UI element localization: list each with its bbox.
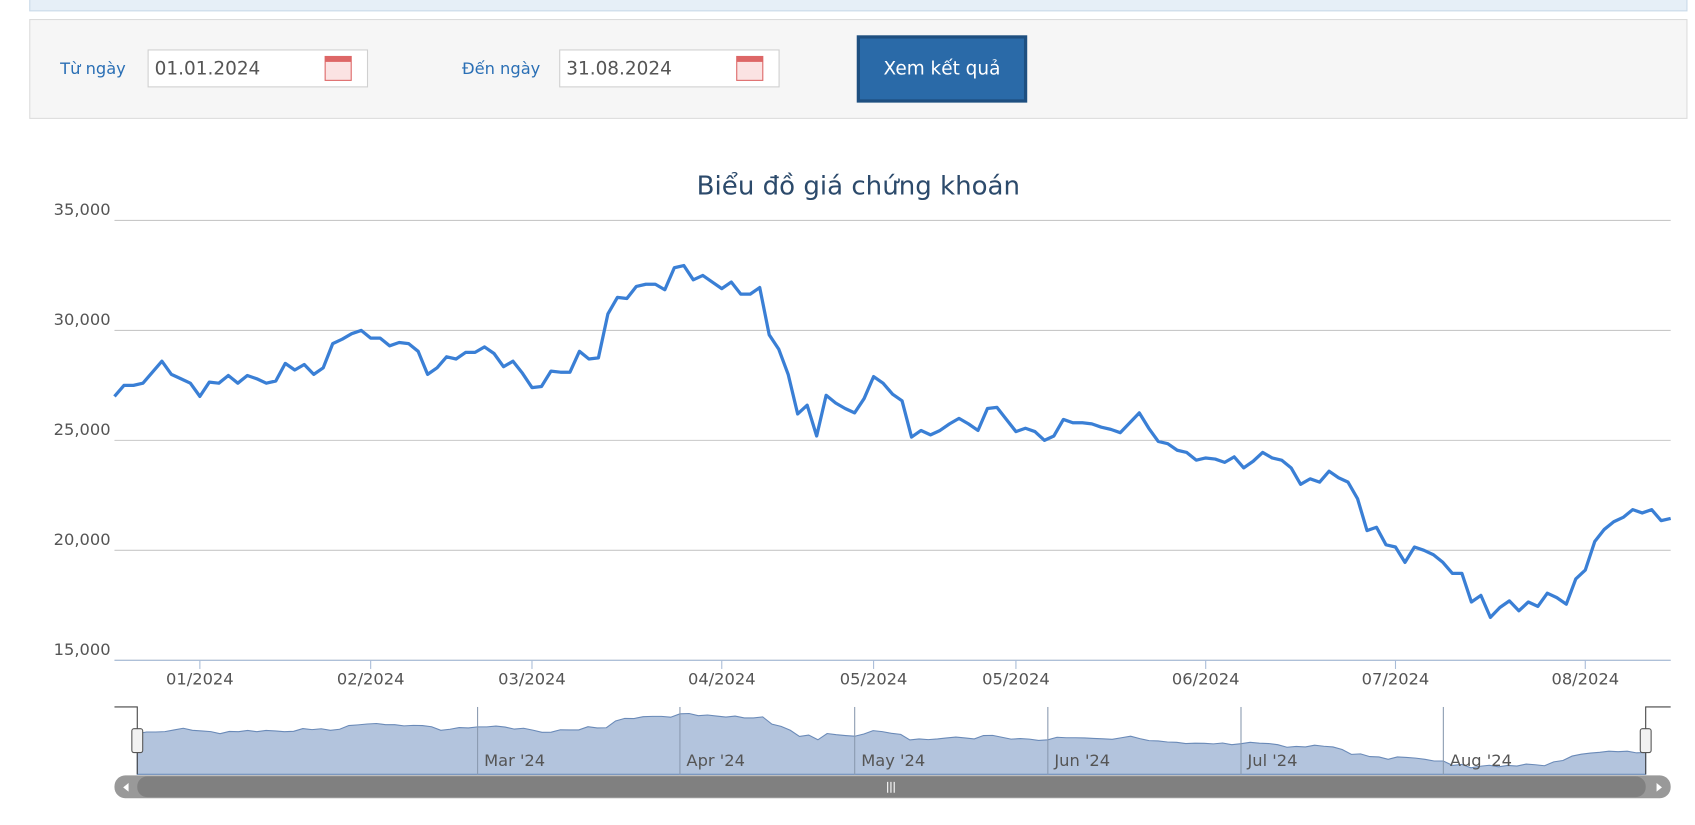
x-tick-label: 07/2024 [1362, 669, 1430, 688]
navigator-tick-label: Aug '24 [1450, 751, 1512, 770]
top-strip [29, 0, 1688, 12]
scroll-grip [887, 781, 895, 793]
from-label: Từ ngày [59, 59, 126, 78]
navigator-area [136, 712, 1647, 775]
x-tick-label: 08/2024 [1551, 669, 1619, 688]
navigator-handle[interactable] [131, 728, 144, 754]
scroll-left-arrow [123, 782, 129, 792]
navigator-tick-label: Jun '24 [1053, 751, 1110, 770]
calendar-icon[interactable] [736, 55, 764, 81]
x-tick-label: 06/2024 [1172, 669, 1240, 688]
x-tick-label: 03/2024 [498, 669, 566, 688]
plot: 15,000 20,000 25,000 30,000 35,000 01/2024 02/… [54, 200, 1672, 799]
navigator-tick-label: May '24 [861, 751, 925, 770]
navigator-tick-label: Jul '24 [1247, 751, 1298, 770]
scroll-right-arrow [1656, 782, 1662, 792]
navigator-tick-label: Mar '24 [484, 751, 545, 770]
price-line [113, 263, 1672, 620]
to-label: Đến ngày [462, 59, 541, 78]
x-tick-label: 02/2024 [337, 669, 405, 688]
y-tick-label: 20,000 [54, 530, 111, 549]
chart-title: Biểu đồ giá chứng khoán [697, 171, 1020, 201]
x-tick-label: 04/2024 [688, 669, 756, 688]
y-tick-label: 35,000 [54, 200, 111, 219]
submit-button[interactable] [856, 35, 1028, 103]
navigator-handle[interactable] [1639, 728, 1652, 754]
to-value: 31.08.2024 [566, 59, 672, 80]
calendar-icon[interactable] [324, 55, 352, 81]
button-label: Xem kết quả [884, 59, 1001, 80]
icon-top [736, 56, 763, 62]
from-value: 01.01.2024 [155, 59, 261, 80]
y-tick-label: 15,000 [54, 640, 111, 659]
y-tick-label: 25,000 [54, 420, 111, 439]
y-tick-label: 30,000 [54, 310, 111, 329]
navigator-tick-label: Apr '24 [686, 751, 744, 770]
x-tick-label: 05/2024 [840, 669, 908, 688]
icon-top [325, 56, 352, 62]
x-tick-label: 01/2024 [166, 669, 234, 688]
x-tick-label: 05/2024 [982, 669, 1050, 688]
